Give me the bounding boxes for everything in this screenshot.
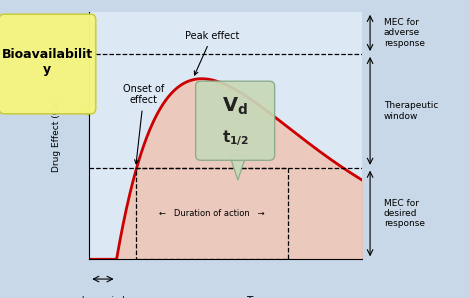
Text: Therapeutic
window: Therapeutic window [384, 101, 438, 121]
Text: $\mathbf{t_{1/2}}$: $\mathbf{t_{1/2}}$ [222, 128, 249, 148]
Text: Time: Time [246, 296, 270, 298]
Polygon shape [230, 155, 246, 180]
Text: ←   Duration of action   →: ← Duration of action → [159, 209, 265, 218]
FancyBboxPatch shape [196, 81, 274, 160]
Text: $\mathbf{V_d}$: $\mathbf{V_d}$ [222, 95, 248, 117]
Text: Onset of
effect: Onset of effect [123, 84, 164, 164]
Text: Drug Effect (Cp): Drug Effect (Cp) [52, 99, 61, 172]
Text: Peak effect: Peak effect [185, 31, 239, 75]
Bar [136, 168, 288, 259]
Text: lag period: lag period [82, 296, 124, 298]
FancyBboxPatch shape [0, 14, 96, 114]
Text: Bioavailabilit
y: Bioavailabilit y [2, 48, 93, 76]
Text: MEC for
desired
response: MEC for desired response [384, 198, 425, 228]
Text: MEC for
adverse
response: MEC for adverse response [384, 18, 425, 48]
